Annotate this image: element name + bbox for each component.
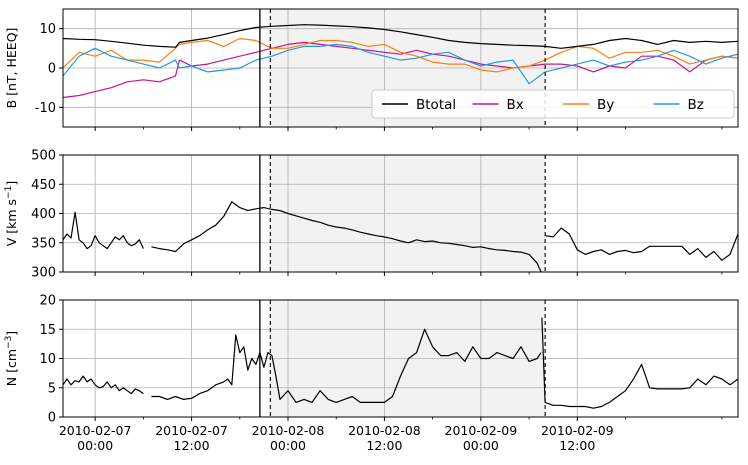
data-layer <box>63 24 738 99</box>
series-line-panel2 <box>545 227 738 261</box>
y-tick-label: 20 <box>39 294 56 309</box>
panel-2: 300 350 400 450 500 V [km s−1] <box>4 149 739 281</box>
data-layer <box>63 201 738 272</box>
x-tick-label-time: 12:00 <box>366 438 402 453</box>
x-tick-label-date: 2010-02-07 <box>155 423 228 438</box>
x-tick-label-date: 2010-02-08 <box>252 423 325 438</box>
series-line-panel3 <box>151 328 542 403</box>
y-tick-label: 15 <box>39 323 56 338</box>
y-tick-label: 0 <box>48 411 56 426</box>
legend-label: Btotal <box>416 97 456 113</box>
series-line-panel3 <box>63 375 144 395</box>
y-tick-label: 10 <box>39 22 56 37</box>
y-axis-label: B [nT, HEEQ] <box>4 28 19 109</box>
series-line-panel3 <box>541 317 738 409</box>
x-tick-label-time: 12:00 <box>559 438 595 453</box>
y-tick-label: -10 <box>35 101 56 116</box>
y-tick-label: 10 <box>39 352 56 367</box>
y-tick-label: 350 <box>31 236 56 251</box>
legend-box <box>371 89 735 119</box>
y-tick-label: 500 <box>31 149 56 164</box>
series-line-panel2 <box>63 211 144 250</box>
data-layer <box>63 317 738 409</box>
unit-superscript: −1 <box>4 186 14 199</box>
series-line-bx <box>63 41 738 99</box>
x-tick-label-time: 00:00 <box>463 438 499 453</box>
legend-label: Bx <box>507 97 524 113</box>
x-tick-label-date: 2010-02-09 <box>445 423 518 438</box>
series-line-panel2 <box>151 201 542 272</box>
y-tick-label: 5 <box>48 381 56 396</box>
x-tick-label-date: 2010-02-09 <box>541 423 614 438</box>
x-tick-label-time: 12:00 <box>174 438 210 453</box>
y-axis-label: V [km s−1] <box>4 181 19 246</box>
series-line-btotal <box>63 24 738 49</box>
series-line-bz <box>63 43 738 85</box>
panel-3: 0 5 10 15 20 N [cm−3] <box>4 294 739 426</box>
panel-1: -10 0 10 B [nT, HEEQ] Btotal Bx By Bz <box>4 8 739 131</box>
y-tick-label: 400 <box>31 207 56 222</box>
y-tick-label: 300 <box>31 266 56 281</box>
x-tick-label-time: 00:00 <box>77 438 113 453</box>
y-tick-label: 450 <box>31 178 56 193</box>
x-tick-label-date: 2010-02-08 <box>348 423 421 438</box>
series-line-by <box>63 37 738 73</box>
legend-label: By <box>597 97 614 113</box>
y-axis-label: N [cm−3] <box>4 331 19 386</box>
x-tick-label-date: 2010-02-07 <box>59 423 132 438</box>
x-tick-label-time: 00:00 <box>270 438 306 453</box>
unit-superscript: −3 <box>4 336 14 349</box>
legend-label: Bz <box>688 97 704 113</box>
y-tick-label: 0 <box>48 62 56 77</box>
